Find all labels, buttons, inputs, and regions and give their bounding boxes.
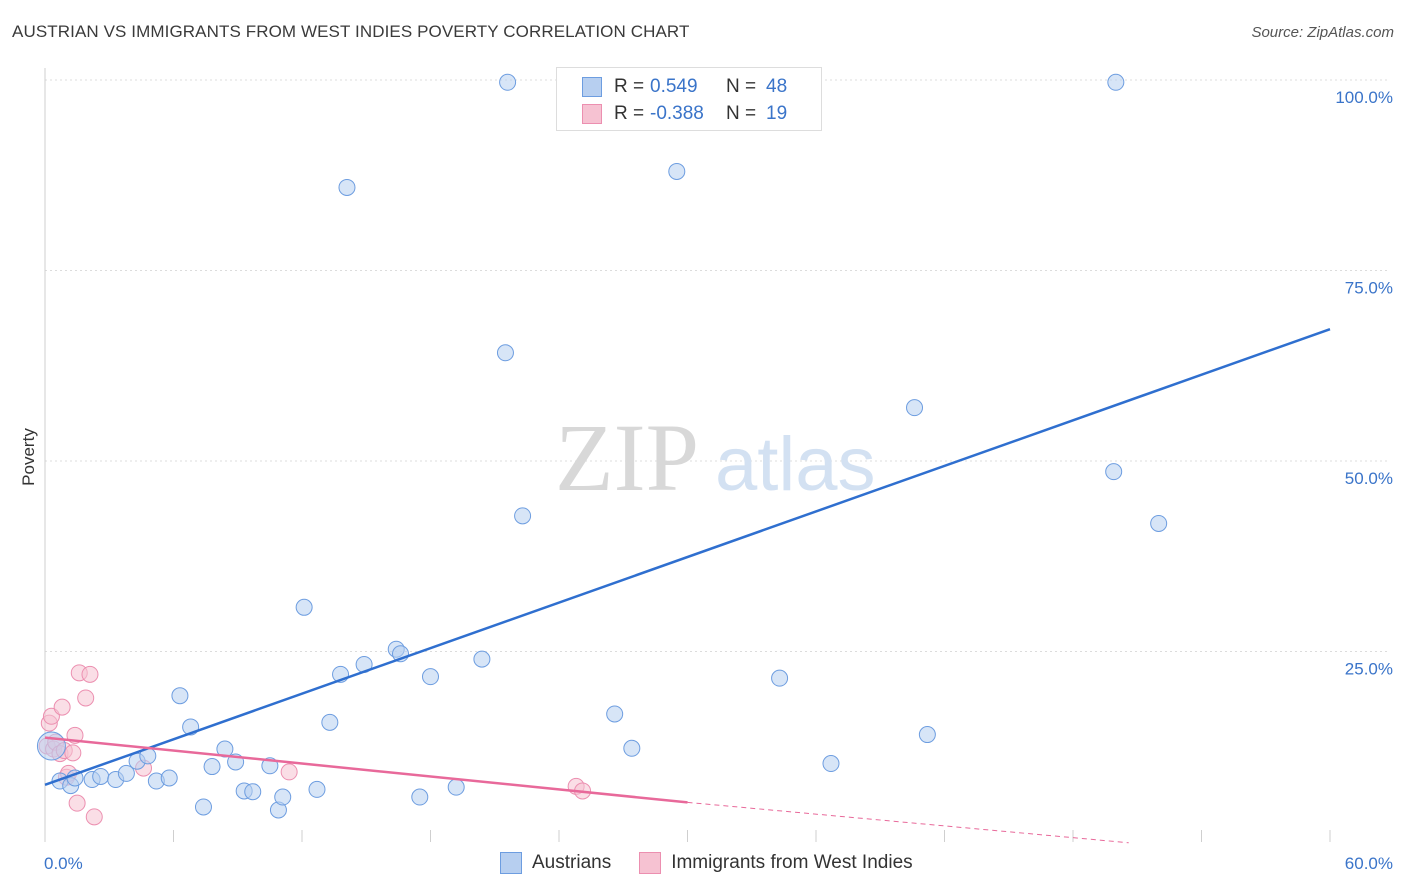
data-point-austrians: [918, 726, 936, 744]
data-point-austrians: [36, 731, 66, 761]
legend-label-austrians: Austrians: [532, 852, 612, 873]
legend-label-west-indies: Immigrants from West Indies: [671, 852, 913, 873]
data-point-austrians: [623, 739, 641, 757]
legend-item-west-indies: Immigrants from West Indies: [639, 852, 913, 874]
data-point-austrians: [447, 778, 465, 796]
data-point-west-indies: [77, 689, 95, 707]
legend-swatch-austrians: [500, 852, 522, 874]
data-point-austrians: [274, 788, 292, 806]
legend-row-austrians: R = 0.549 N = 48: [582, 75, 787, 99]
legend-r-label: R =: [614, 76, 645, 97]
watermark: ZIP atlas: [555, 404, 876, 511]
data-point-austrians: [771, 669, 789, 687]
trendline-west-indies: [44, 736, 688, 804]
data-point-austrians: [160, 769, 178, 787]
data-point-austrians: [338, 178, 356, 196]
data-point-west-indies: [280, 763, 298, 781]
data-point-austrians: [411, 788, 429, 806]
data-point-austrians: [473, 650, 491, 668]
data-point-west-indies: [68, 794, 86, 812]
data-point-austrians: [1150, 514, 1168, 532]
y-tick-label: 25.0%: [1345, 660, 1393, 679]
trendline-austrians: [44, 327, 1331, 787]
data-point-austrians: [171, 687, 189, 705]
x-tick-labels: 0.0% 60.0%: [44, 854, 1393, 873]
legend-swatch-pink: [582, 104, 602, 124]
legend-n-value: 19: [766, 103, 788, 124]
data-point-austrians: [92, 767, 110, 785]
legend-r-label: R =: [614, 103, 645, 124]
legend-r-value: 0.549: [650, 76, 698, 97]
data-point-austrians: [668, 162, 686, 180]
watermark-atlas: atlas: [715, 422, 876, 507]
trend-lines: [44, 327, 1331, 844]
y-tick-labels: 100.0% 75.0% 50.0% 25.0%: [1335, 88, 1393, 679]
legend-swatch-blue: [582, 77, 602, 97]
data-point-austrians: [295, 598, 313, 616]
legend-n-label: N =: [726, 103, 757, 124]
series-austrians: [36, 73, 1168, 819]
legend-item-austrians: Austrians: [500, 852, 611, 874]
data-point-west-indies: [53, 698, 71, 716]
chart-title: AUSTRIAN VS IMMIGRANTS FROM WEST INDIES …: [12, 22, 690, 41]
data-point-west-indies: [64, 744, 82, 762]
data-point-austrians: [906, 399, 924, 417]
gridlines: [45, 79, 1390, 652]
data-point-austrians: [203, 758, 221, 776]
correlation-legend: R = 0.549 N = 48 R = -0.388 N = 19: [556, 67, 822, 131]
y-tick-label: 100.0%: [1335, 88, 1393, 107]
legend-row-west-indies: R = -0.388 N = 19: [582, 102, 787, 126]
legend-n-value: 48: [766, 76, 788, 97]
y-tick-label: 50.0%: [1345, 469, 1393, 488]
data-point-austrians: [422, 668, 439, 686]
series-legend: Austrians Immigrants from West Indies: [500, 852, 941, 874]
y-tick-label: 75.0%: [1345, 279, 1393, 298]
data-point-austrians: [194, 798, 212, 816]
watermark-zip: ZIP: [555, 404, 699, 511]
chart-source: Source: ZipAtlas.com: [1251, 24, 1394, 41]
data-point-austrians: [308, 780, 326, 798]
x-tick-label: 0.0%: [44, 854, 83, 873]
data-point-austrians: [606, 705, 624, 723]
x-tick-label: 60.0%: [1345, 854, 1393, 873]
data-point-austrians: [321, 713, 339, 731]
data-point-austrians: [822, 755, 840, 773]
data-point-austrians: [496, 344, 514, 362]
data-point-austrians: [117, 764, 135, 782]
data-point-austrians: [244, 783, 262, 801]
data-point-austrians: [1105, 463, 1123, 481]
legend-n-label: N =: [726, 76, 757, 97]
trendline-west-indies-extension: [687, 801, 1129, 844]
legend-swatch-west-indies: [639, 852, 662, 874]
data-point-west-indies: [85, 808, 103, 826]
y-axis-title: Poverty: [19, 428, 38, 486]
data-point-austrians: [499, 73, 517, 91]
data-point-west-indies: [81, 665, 99, 683]
data-point-austrians: [514, 507, 532, 525]
data-point-austrians: [216, 740, 234, 758]
legend-r-value: -0.388: [650, 103, 704, 124]
data-point-austrians: [1107, 73, 1125, 91]
